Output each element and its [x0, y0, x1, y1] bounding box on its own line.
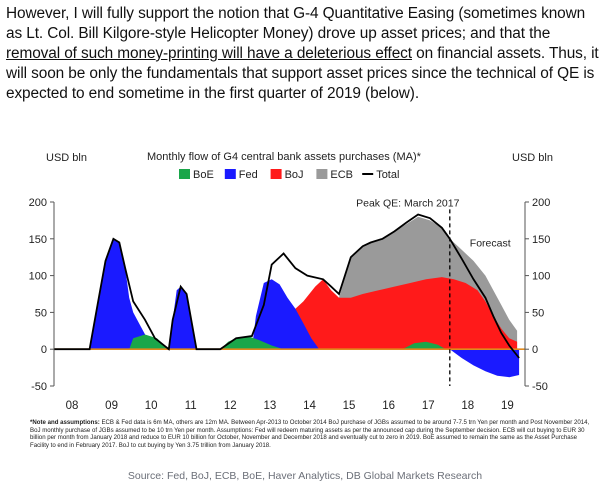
x-tick-label: 16: [382, 400, 395, 412]
x-tick-label: 13: [264, 400, 277, 412]
y-tick-label-right: 50: [532, 307, 544, 319]
x-tick-label: 10: [145, 400, 158, 412]
peak-label: Peak QE: March 2017: [356, 198, 459, 210]
x-tick-label: 17: [422, 400, 435, 412]
y-tick-label-right: 150: [532, 234, 550, 246]
intro-underlined-text: removal of such money-printing will have…: [6, 45, 412, 62]
legend-swatch-boj: [270, 169, 282, 179]
notes-body: ECB & Fed data is 6m MA, others are 12m …: [30, 419, 590, 449]
qe-chart: USD bln USD bln Monthly flow of G4 centr…: [29, 151, 553, 412]
y-tick-label-left: 0: [41, 344, 47, 356]
y-tick-label-left: 50: [35, 307, 47, 319]
chart-title: Monthly flow of G4 central bank assets p…: [147, 151, 422, 163]
x-tick-label: 15: [343, 400, 356, 412]
intro-text-2: on financial assets. Thus, it will soon …: [6, 45, 599, 102]
intro-paragraph: However, I will fully support the notion…: [6, 4, 604, 104]
x-tick-label: 11: [185, 400, 197, 412]
legend-label-boj: BoJ: [285, 169, 304, 181]
y-axis-label-left: USD bln: [46, 152, 87, 164]
axes: 200 200 150 150 100 100 50 50 0 0 -50 -50 08 09 10 11 12…: [29, 197, 551, 412]
x-tick-label: 09: [105, 400, 118, 412]
y-tick-label-right: 0: [532, 344, 538, 356]
legend-label-ecb: ECB: [330, 169, 353, 181]
y-tick-label-left: 200: [29, 197, 47, 209]
notes-heading: *Note and assumptions:: [30, 419, 100, 426]
x-tick-label: 18: [461, 400, 474, 412]
chart-legend: BoE Fed BoJ ECB Total: [179, 169, 399, 181]
boe-area: [129, 334, 446, 350]
y-tick-label-left: -50: [31, 381, 47, 393]
x-tick-label: 12: [224, 400, 237, 412]
legend-swatch-ecb: [316, 169, 328, 179]
y-tick-label-right: 200: [532, 197, 550, 209]
intro-text-1: However, I will fully support the notion…: [6, 5, 586, 42]
boj-area: [263, 277, 518, 350]
source-line: Source: Fed, BoJ, ECB, BoE, Haver Analyt…: [127, 470, 483, 482]
y-tick-label-left: 100: [29, 271, 47, 283]
y-tick-label-right: 100: [532, 271, 550, 283]
y-tick-label-left: 150: [29, 234, 47, 246]
legend-label-fed: Fed: [239, 169, 258, 181]
plot-area: Forecast Peak QE: March 2017: [54, 198, 525, 386]
y-tick-label-right: -50: [532, 381, 548, 393]
legend-label-boe: BoE: [193, 169, 214, 181]
legend-swatch-boe: [179, 169, 190, 179]
notes: *Note and assumptions: ECB & Fed data is…: [30, 419, 595, 449]
forecast-label: Forecast: [470, 237, 511, 249]
x-tick-label: 08: [66, 400, 79, 412]
y-axis-label-right: USD bln: [512, 152, 553, 164]
legend-label-total: Total: [376, 169, 399, 181]
x-tick-label: 14: [303, 400, 316, 412]
x-tick-label: 19: [501, 400, 514, 412]
legend-swatch-fed: [224, 169, 236, 179]
